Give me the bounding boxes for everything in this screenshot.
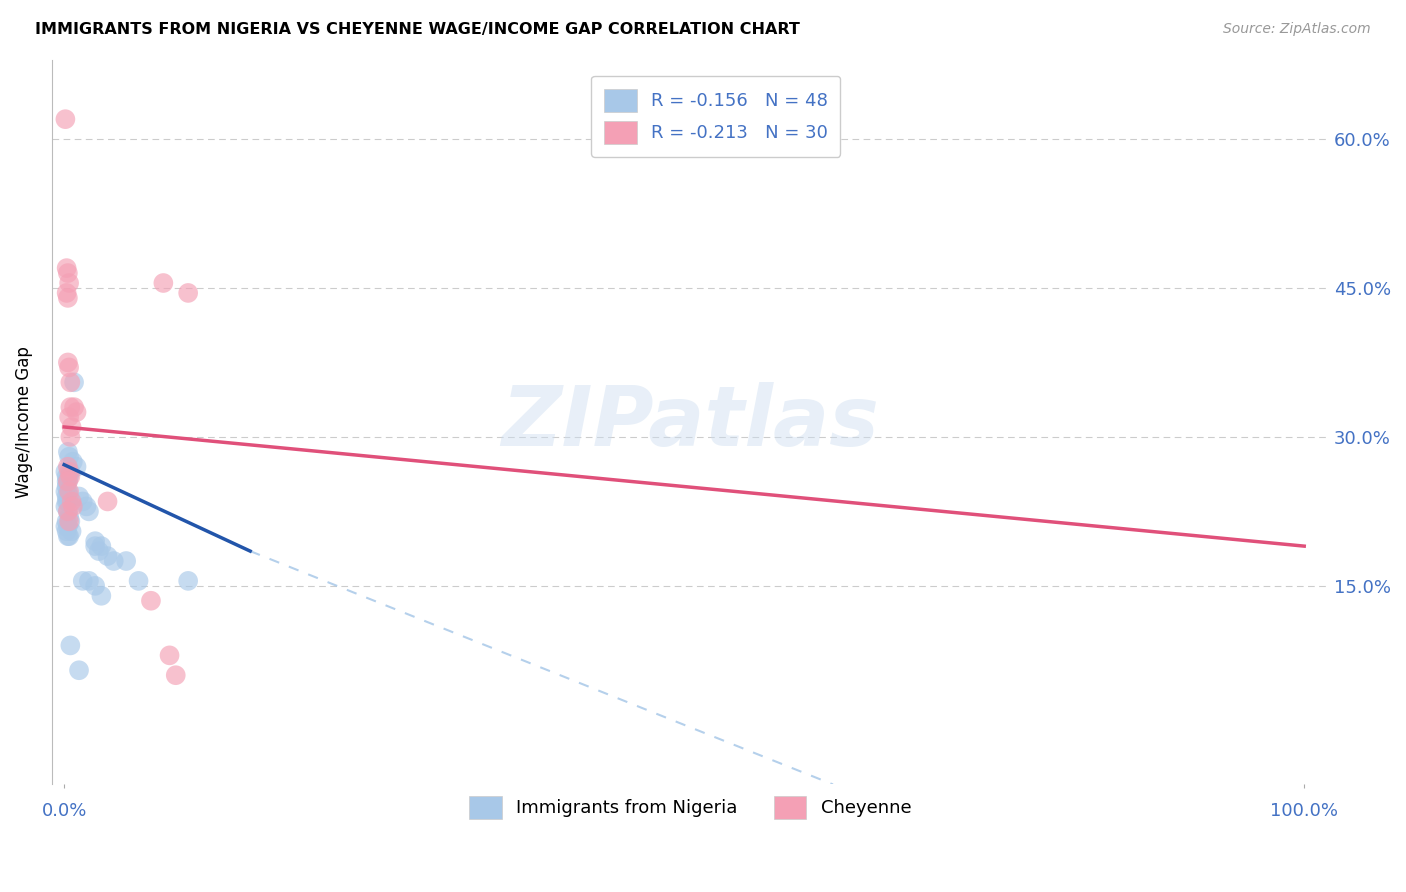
Point bbox=[58, 490, 80, 504]
Point bbox=[59, 400, 82, 414]
Point bbox=[62, 500, 84, 514]
Point bbox=[103, 554, 125, 568]
Point bbox=[58, 360, 80, 375]
Point bbox=[59, 430, 82, 444]
Legend: Immigrants from Nigeria, Cheyenne: Immigrants from Nigeria, Cheyenne bbox=[463, 789, 918, 826]
Point bbox=[84, 579, 107, 593]
Point bbox=[55, 490, 77, 504]
Point bbox=[96, 494, 118, 508]
Point bbox=[60, 524, 83, 539]
Point bbox=[159, 648, 181, 663]
Point bbox=[55, 285, 77, 300]
Point bbox=[59, 376, 82, 390]
Point bbox=[76, 500, 98, 514]
Point bbox=[84, 539, 107, 553]
Point bbox=[58, 514, 80, 528]
Point bbox=[56, 529, 79, 543]
Point bbox=[56, 475, 79, 489]
Point bbox=[60, 420, 83, 434]
Point bbox=[56, 504, 79, 518]
Point bbox=[55, 465, 77, 479]
Point bbox=[55, 261, 77, 276]
Point bbox=[56, 459, 79, 474]
Point bbox=[59, 514, 82, 528]
Y-axis label: Wage/Income Gap: Wage/Income Gap bbox=[15, 346, 32, 498]
Point bbox=[59, 639, 82, 653]
Point bbox=[165, 668, 187, 682]
Point bbox=[77, 574, 100, 588]
Point bbox=[90, 539, 112, 553]
Point bbox=[67, 663, 90, 677]
Point bbox=[56, 266, 79, 280]
Point bbox=[58, 465, 80, 479]
Point bbox=[87, 544, 110, 558]
Point bbox=[55, 514, 77, 528]
Point bbox=[152, 276, 174, 290]
Point bbox=[65, 459, 87, 474]
Point bbox=[63, 376, 86, 390]
Text: 100.0%: 100.0% bbox=[1270, 802, 1339, 821]
Point bbox=[56, 291, 79, 305]
Point bbox=[65, 405, 87, 419]
Point bbox=[177, 574, 200, 588]
Point bbox=[56, 445, 79, 459]
Point bbox=[62, 455, 84, 469]
Point bbox=[55, 475, 77, 489]
Point bbox=[139, 593, 162, 607]
Point bbox=[96, 549, 118, 563]
Point bbox=[77, 504, 100, 518]
Point bbox=[72, 494, 94, 508]
Point bbox=[59, 465, 82, 479]
Text: ZIPatlas: ZIPatlas bbox=[502, 382, 879, 463]
Point bbox=[55, 484, 77, 499]
Point bbox=[55, 479, 77, 493]
Point bbox=[55, 494, 77, 508]
Point bbox=[55, 524, 77, 539]
Point bbox=[56, 484, 79, 499]
Point bbox=[115, 554, 138, 568]
Point bbox=[58, 529, 80, 543]
Point bbox=[58, 410, 80, 425]
Point bbox=[177, 285, 200, 300]
Text: IMMIGRANTS FROM NIGERIA VS CHEYENNE WAGE/INCOME GAP CORRELATION CHART: IMMIGRANTS FROM NIGERIA VS CHEYENNE WAGE… bbox=[35, 22, 800, 37]
Point bbox=[59, 469, 82, 483]
Point bbox=[56, 504, 79, 518]
Point bbox=[55, 500, 77, 514]
Point bbox=[58, 484, 80, 499]
Point bbox=[67, 490, 90, 504]
Point bbox=[56, 475, 79, 489]
Point bbox=[84, 534, 107, 549]
Point bbox=[60, 494, 83, 508]
Text: Source: ZipAtlas.com: Source: ZipAtlas.com bbox=[1223, 22, 1371, 37]
Point bbox=[128, 574, 150, 588]
Point bbox=[55, 469, 77, 483]
Point bbox=[56, 355, 79, 369]
Point bbox=[58, 509, 80, 524]
Point bbox=[58, 469, 80, 483]
Point bbox=[56, 494, 79, 508]
Point bbox=[58, 450, 80, 464]
Text: 0.0%: 0.0% bbox=[41, 802, 87, 821]
Point bbox=[55, 112, 77, 127]
Point bbox=[72, 574, 94, 588]
Point bbox=[63, 400, 86, 414]
Point bbox=[90, 589, 112, 603]
Point bbox=[56, 519, 79, 533]
Point bbox=[58, 276, 80, 290]
Point bbox=[55, 519, 77, 533]
